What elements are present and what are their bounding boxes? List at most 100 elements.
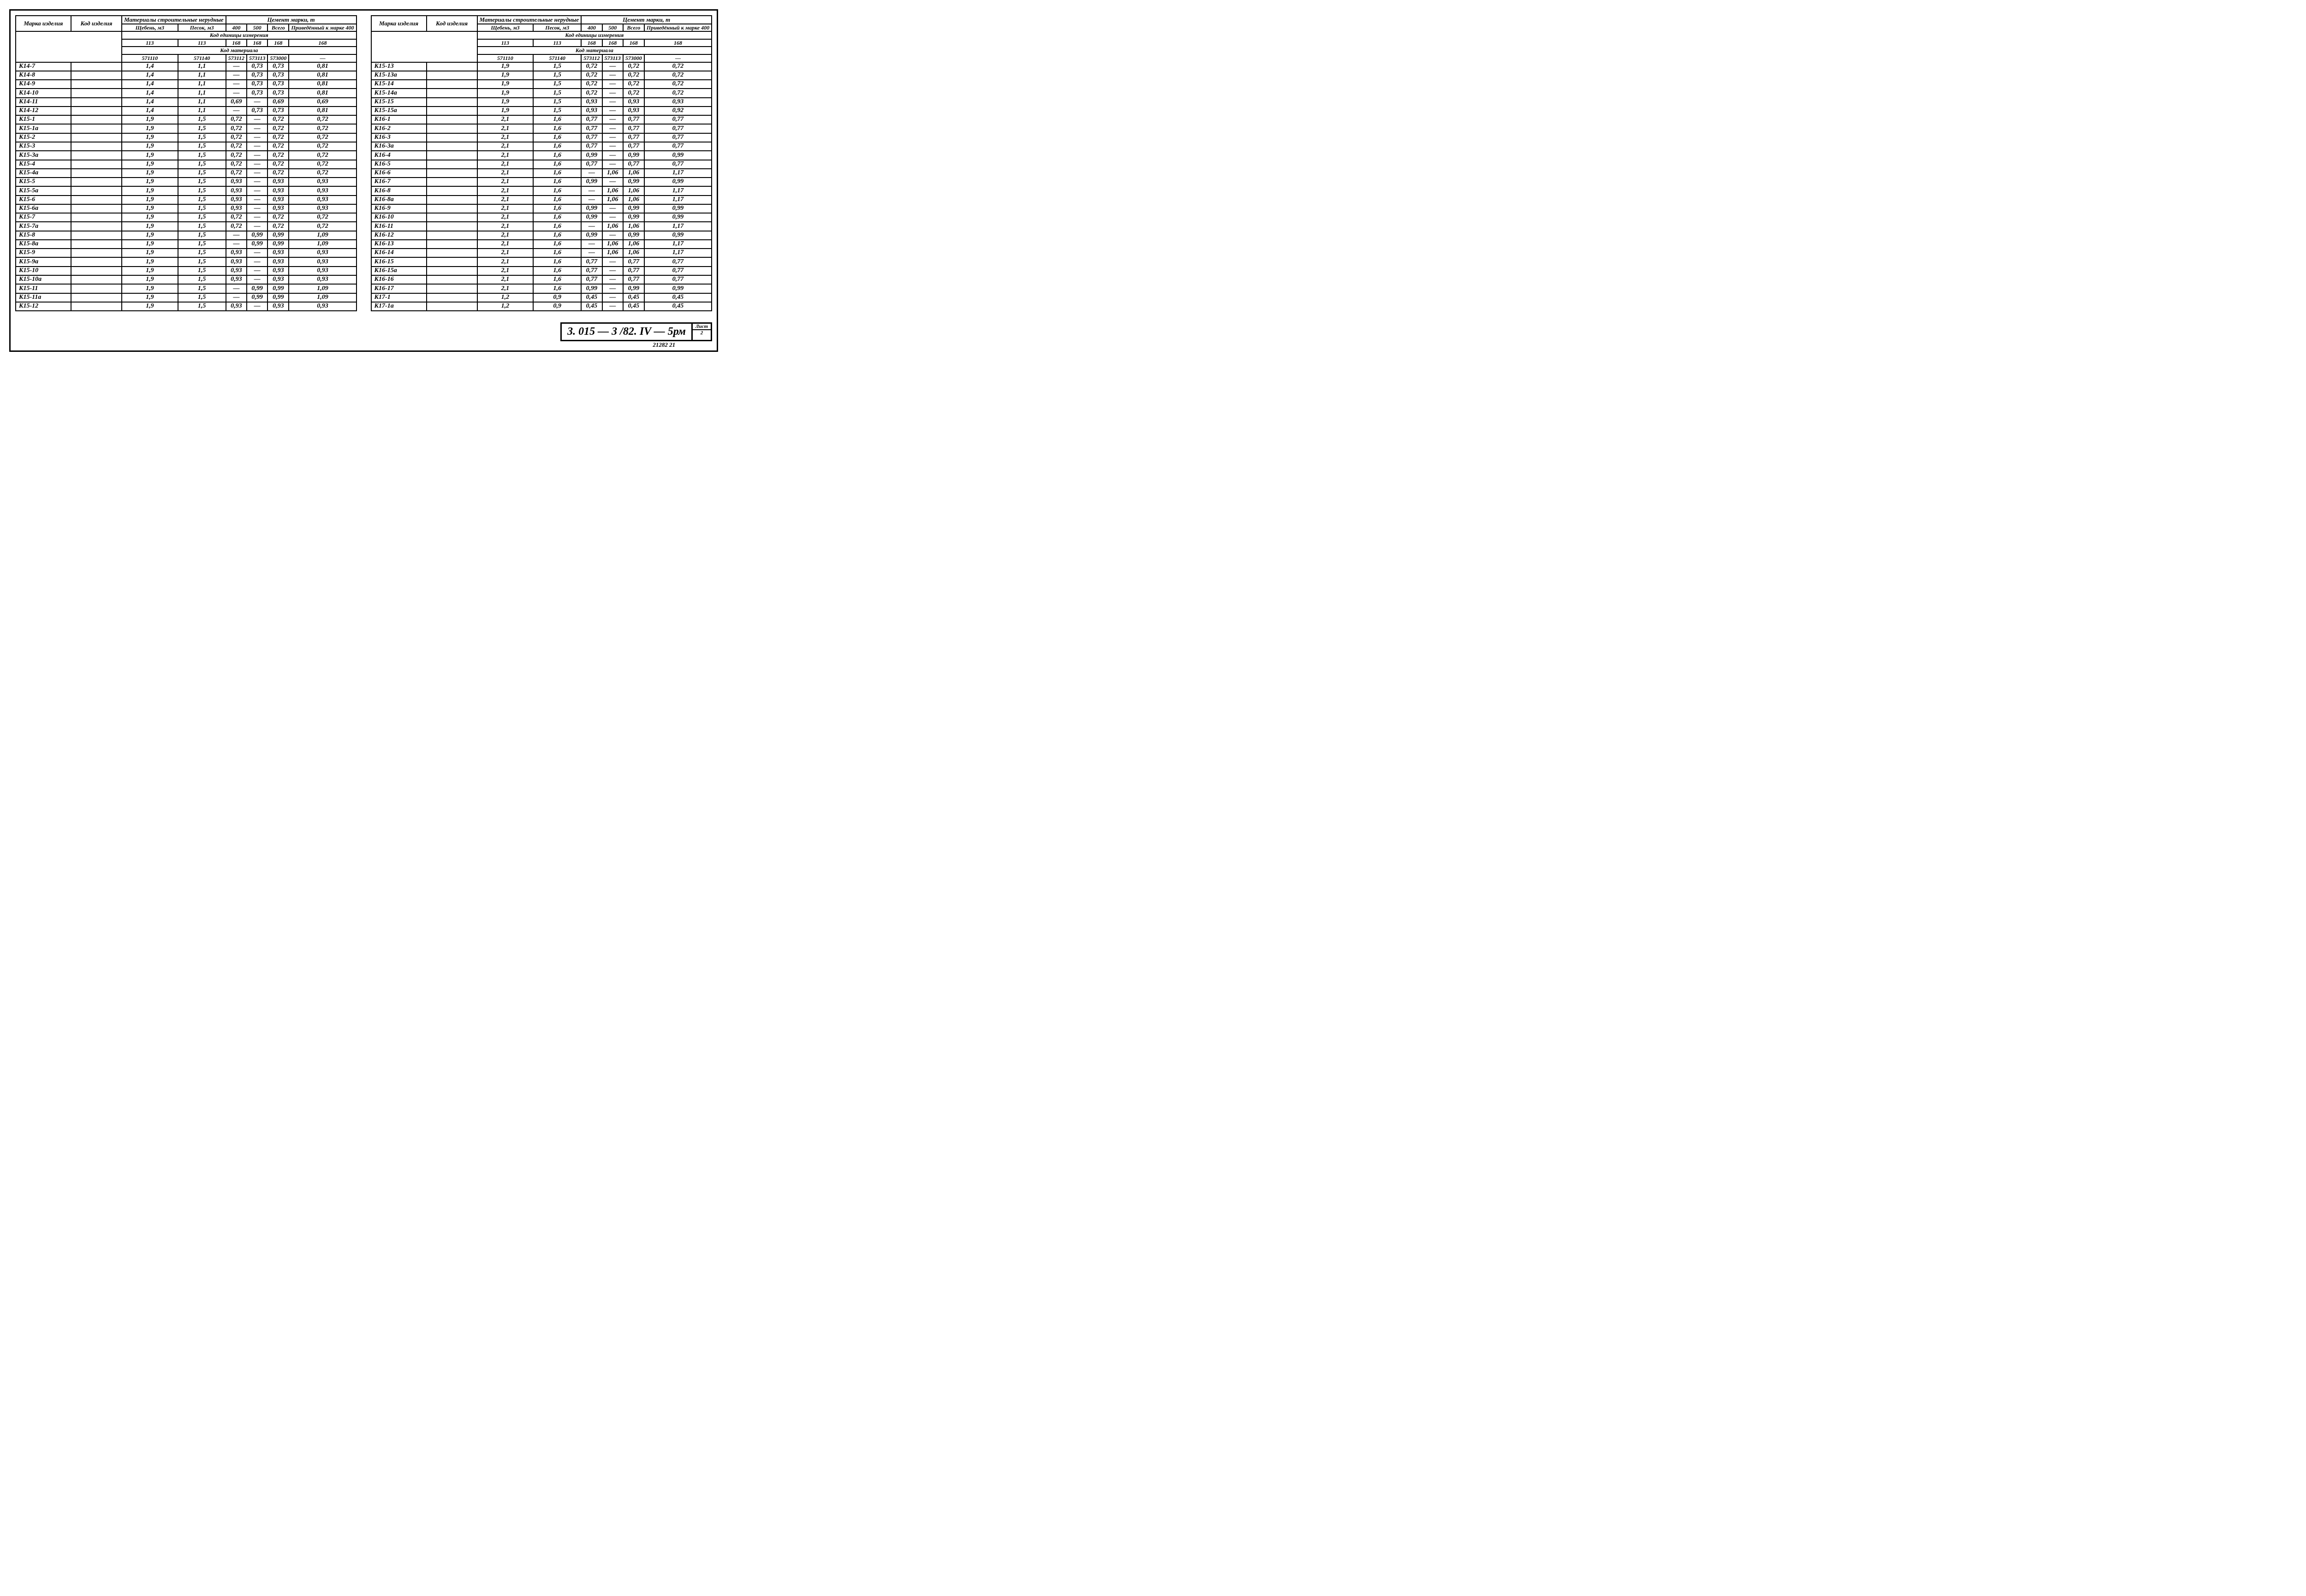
cell-marka: К16-6: [371, 169, 427, 178]
cell-value: 1,9: [122, 275, 178, 284]
cell-value: 0,93: [267, 204, 289, 213]
cell-value: —: [226, 240, 247, 249]
cell-value: 1,5: [178, 240, 226, 249]
cell-value: 1,6: [533, 133, 581, 142]
table-row: К15-111,91,5—0,990,991,09: [16, 284, 357, 293]
mat-code: 571140: [178, 54, 226, 62]
table-row: К15-13а1,91,50,72—0,720,72: [371, 71, 712, 80]
cell-value: —: [247, 115, 267, 124]
cell-marka: К16-13: [371, 240, 427, 249]
cell-value: —: [247, 151, 267, 160]
unit-code: 168: [267, 39, 289, 47]
cell-value: 0,93: [226, 302, 247, 311]
cell-value: 1,5: [178, 302, 226, 311]
cell-kod: [427, 257, 477, 266]
cell-value: 1,06: [602, 240, 623, 249]
table-row: К14-121,41,1—0,730,730,81: [16, 107, 357, 115]
cell-value: 0,45: [581, 302, 602, 311]
table-left: Марка изделия Код изделия Материалы стро…: [15, 15, 357, 311]
cell-value: 1,9: [122, 133, 178, 142]
table-row: К15-11,91,50,72—0,720,72: [16, 115, 357, 124]
mat-code: 571110: [122, 54, 178, 62]
cell-value: 0,99: [581, 231, 602, 240]
cell-marka: К14-12: [16, 107, 71, 115]
cell-value: 0,99: [644, 284, 712, 293]
cell-value: 2,1: [477, 240, 534, 249]
cell-marka: К15-12: [16, 302, 71, 311]
cell-marka: К15-5: [16, 178, 71, 186]
table-row: К16-122,11,60,99—0,990,99: [371, 231, 712, 240]
cell-kod: [71, 178, 122, 186]
cell-value: 1,5: [533, 71, 581, 80]
col-500: 500: [247, 24, 267, 32]
cell-value: 1,4: [122, 89, 178, 97]
cell-value: —: [602, 98, 623, 107]
cell-value: 0,93: [289, 196, 356, 204]
cell-value: 0,73: [267, 71, 289, 80]
cell-marka: К15-3: [16, 142, 71, 151]
col-500: 500: [602, 24, 623, 32]
cell-marka: К16-10: [371, 213, 427, 222]
cell-value: 1,6: [533, 196, 581, 204]
cell-value: 0,73: [247, 71, 267, 80]
cell-value: 0,72: [226, 124, 247, 133]
cell-value: 1,06: [602, 169, 623, 178]
cell-value: 0,45: [581, 293, 602, 302]
cell-value: 0,72: [226, 142, 247, 151]
cell-marka: К16-17: [371, 284, 427, 293]
cell-value: —: [226, 89, 247, 97]
col-kod: Код изделия: [71, 16, 122, 31]
cell-value: 0,72: [267, 213, 289, 222]
cell-value: 0,93: [623, 107, 644, 115]
cell-marka: К15-6: [16, 196, 71, 204]
cell-value: 0,93: [267, 267, 289, 275]
cell-value: 0,72: [267, 169, 289, 178]
table-row: К15-1а1,91,50,72—0,720,72: [16, 124, 357, 133]
cell-value: 0,99: [247, 231, 267, 240]
cell-value: 0,72: [289, 133, 356, 142]
cell-value: 1,9: [122, 186, 178, 195]
cell-value: 1,9: [122, 231, 178, 240]
cell-marka: К16-9: [371, 204, 427, 213]
cell-value: 0,92: [644, 107, 712, 115]
cell-kod: [427, 231, 477, 240]
cell-kod: [427, 284, 477, 293]
cell-value: 0,81: [289, 89, 356, 97]
cell-value: 0,9: [533, 302, 581, 311]
cell-value: 0,77: [581, 115, 602, 124]
cell-kod: [71, 293, 122, 302]
table-row: К16-72,11,60,99—0,990,99: [371, 178, 712, 186]
cell-value: 1,9: [477, 98, 534, 107]
cell-marka: К16-7: [371, 178, 427, 186]
cell-value: 1,6: [533, 142, 581, 151]
cell-value: 0,93: [267, 249, 289, 257]
cell-value: 0,9: [533, 293, 581, 302]
cell-value: 0,99: [623, 151, 644, 160]
cell-value: 0,93: [267, 302, 289, 311]
cell-value: 0,72: [226, 213, 247, 222]
table-row: К17-11,20,90,45—0,450,45: [371, 293, 712, 302]
mat-code: 573000: [623, 54, 644, 62]
cell-value: 1,4: [122, 107, 178, 115]
cell-kod: [71, 107, 122, 115]
cell-value: 1,5: [533, 80, 581, 89]
cell-marka: К16-3а: [371, 142, 427, 151]
cell-kod: [427, 107, 477, 115]
cell-value: 0,99: [623, 178, 644, 186]
cell-value: 2,1: [477, 124, 534, 133]
cell-kod: [71, 222, 122, 231]
table-row: К15-6а1,91,50,93—0,930,93: [16, 204, 357, 213]
cell-marka: К16-1: [371, 115, 427, 124]
table-right-body: К15-131,91,50,72—0,720,72К15-13а1,91,50,…: [371, 62, 712, 311]
table-row: К15-121,91,50,93—0,930,93: [16, 302, 357, 311]
cell-value: 1,17: [644, 222, 712, 231]
cell-kod: [71, 284, 122, 293]
cell-value: —: [602, 124, 623, 133]
cell-value: 1,5: [178, 115, 226, 124]
mat-code: —: [289, 54, 356, 62]
cell-value: 0,45: [623, 293, 644, 302]
cell-value: 2,1: [477, 267, 534, 275]
cell-marka: К15-5а: [16, 186, 71, 195]
unit-code: 113: [122, 39, 178, 47]
cell-value: —: [226, 284, 247, 293]
